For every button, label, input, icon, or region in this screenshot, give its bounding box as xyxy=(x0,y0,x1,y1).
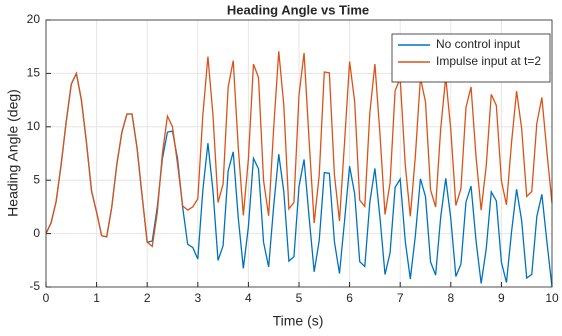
x-tick-label: 4 xyxy=(245,291,252,305)
data-line xyxy=(45,51,553,248)
legend-label: No control input xyxy=(436,37,521,51)
x-tick-label: 6 xyxy=(346,291,353,305)
y-tick-label: 10 xyxy=(27,119,41,133)
x-tick-label: 2 xyxy=(144,291,151,305)
legend-box xyxy=(391,33,551,83)
x-tick-label: 9 xyxy=(498,291,505,305)
x-tick-label: 7 xyxy=(397,291,404,305)
y-tick-label: 15 xyxy=(27,66,41,80)
chart-title: Heading Angle vs Time xyxy=(227,2,369,17)
x-tick-label: 5 xyxy=(296,291,303,305)
x-tick-label: 1 xyxy=(93,291,100,305)
x-tick-label: 0 xyxy=(43,291,50,305)
y-tick-label: 20 xyxy=(27,12,41,26)
x-tick-label: 3 xyxy=(194,291,201,305)
x-tick-label: 10 xyxy=(545,291,559,305)
x-axis-label: Time (s) xyxy=(273,313,324,329)
legend: No control input Impulse input at t=2 xyxy=(391,33,551,83)
y-axis-label: Heading Angle (deg) xyxy=(5,89,21,217)
y-tick-label: 0 xyxy=(33,226,40,240)
y-tick-label: 5 xyxy=(33,172,40,186)
plot-frame xyxy=(45,19,553,288)
y-tick-label: -5 xyxy=(29,279,40,293)
legend-label: Impulse input at t=2 xyxy=(436,54,541,68)
x-tick-label: 8 xyxy=(447,291,454,305)
